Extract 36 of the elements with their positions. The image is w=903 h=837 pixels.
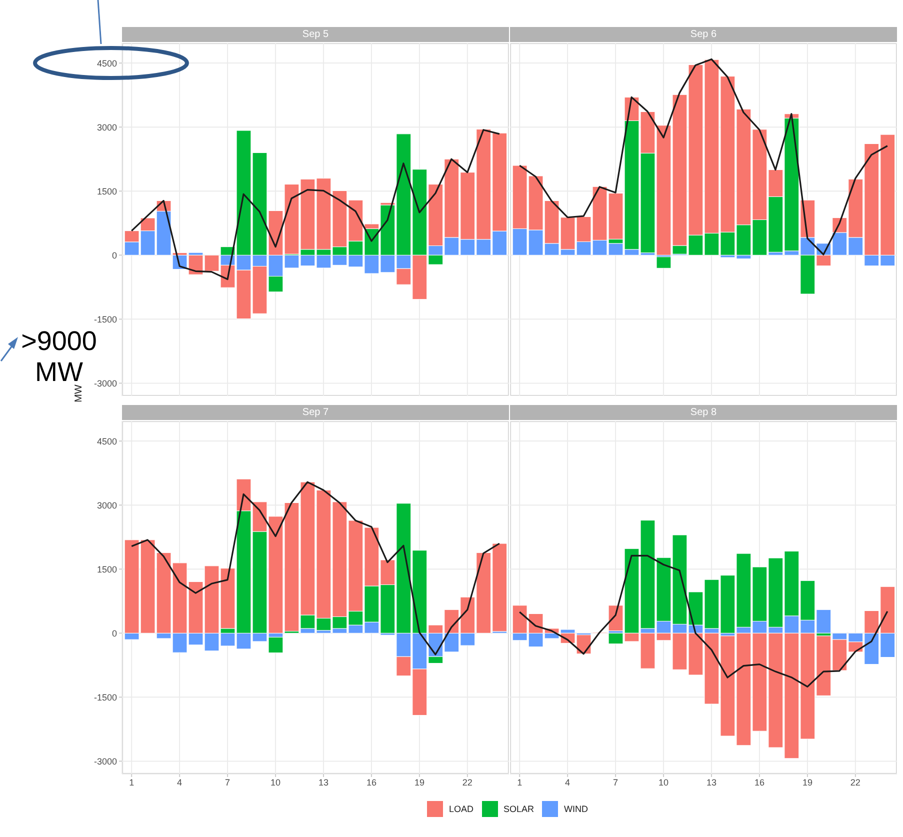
y-tick-label: 4500 (96, 58, 117, 68)
x-tick-label: 7 (613, 777, 618, 788)
legend-label: LOAD (448, 804, 474, 814)
chart-title: Sep 8 (510, 405, 897, 420)
y-tick-label: -3000 (94, 756, 117, 766)
x-tick-label: 22 (462, 777, 472, 788)
x-tick-label: 4 (177, 777, 182, 788)
y-tick-label: 1500 (96, 186, 117, 196)
x-tick-label: 19 (414, 777, 424, 788)
y-tick-label: 4500 (96, 436, 117, 446)
y-tick-label: 0 (112, 250, 117, 260)
x-tick-label: 13 (706, 777, 717, 788)
y-tick-label: 3000 (96, 122, 117, 132)
x-tick-label: 1 (129, 777, 134, 788)
y-axis-title: MW (73, 384, 84, 402)
y-tick-label: -1500 (94, 314, 117, 324)
x-tick-label: 16 (754, 777, 764, 788)
legend-label: SOLAR (504, 804, 534, 814)
x-tick-label: 10 (658, 777, 669, 788)
chart-title: Sep 7 (122, 405, 509, 420)
y-tick-label: 0 (112, 628, 117, 638)
x-tick-label: 4 (565, 777, 570, 788)
y-tick-label: 3000 (96, 500, 117, 510)
x-tick-label: 22 (850, 777, 860, 788)
chart-title: Sep 6 (510, 27, 897, 42)
x-tick-label: 16 (366, 777, 376, 788)
x-tick-label: 1 (517, 777, 522, 788)
x-tick-label: 19 (802, 777, 812, 788)
x-tick-label: 7 (225, 777, 230, 788)
chart-title: Sep 5 (122, 27, 509, 42)
y-tick-label: 1500 (96, 564, 117, 574)
x-tick-label: 10 (270, 777, 281, 788)
x-tick-label: 13 (318, 777, 329, 788)
y-tick-label: -1500 (94, 692, 117, 702)
legend-label: WIND (564, 804, 588, 814)
y-tick-label: -3000 (94, 378, 117, 388)
